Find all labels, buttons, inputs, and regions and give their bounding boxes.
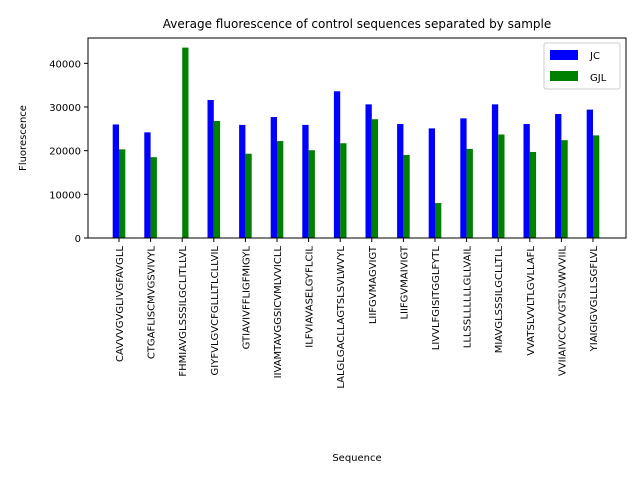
y-tick-label: 40000 (49, 59, 81, 70)
legend-box (543, 42, 621, 90)
bar-jc-3 (207, 100, 214, 239)
bar-gjl-11 (466, 148, 473, 238)
y-axis: 0 10000 20000 30000 40000 (49, 59, 88, 245)
bar-jc-6 (302, 124, 309, 238)
chart-title: Average fluorescence of control sequence… (163, 17, 552, 31)
bar-gjl-13 (529, 151, 537, 238)
x-tick-label: CAVVVGVGLIVGFAVGLL (115, 246, 126, 362)
bar-jc-11 (460, 118, 467, 238)
bar-jc-12 (491, 104, 499, 238)
bar-gjl-2 (182, 47, 189, 238)
y-tick-label: 30000 (49, 103, 81, 114)
legend: JC GJL (543, 42, 621, 90)
x-tick-label: IIVAMTAVGGSICVMLVVICLL (273, 246, 284, 379)
x-tick-label: LIVVLFGISITGGLFYTL (431, 246, 442, 351)
legend-swatch-jc (550, 50, 578, 60)
bar-jc-1 (144, 132, 151, 238)
x-tick-label: CTGAFLISCMVGSVIVYL (147, 246, 158, 360)
bars-group (112, 47, 600, 239)
bar-gjl-12 (498, 134, 505, 238)
bar-gjl-5 (277, 141, 284, 238)
x-tick-label: LLLSSLLLLLLGLLVAIL (463, 246, 474, 349)
bar-gjl-3 (213, 120, 221, 238)
x-tick-label: MIAVGLSSSILGCLLTLL (494, 246, 505, 354)
legend-swatch-gjl (550, 71, 578, 81)
bar-gjl-9 (403, 155, 410, 238)
bar-gjl-15 (593, 135, 600, 238)
x-tick-label: VVATSLVVLTLGVLLAFL (526, 246, 537, 356)
bar-gjl-8 (371, 119, 379, 238)
x-tick-label: LALGLGACLLAGTSLSVLWVYL (336, 246, 347, 389)
bar-jc-10 (428, 128, 435, 238)
plot-frame (87, 37, 627, 239)
bar-gjl-1 (150, 157, 157, 238)
x-tick-label: LIIFGVMAGVIGT (368, 245, 379, 324)
x-tick-label: GTIAVIVFFLIGFMIGYL (241, 246, 252, 350)
bar-jc-14 (555, 113, 562, 238)
y-axis-label: Fluorescence (18, 105, 29, 171)
bar-jc-5 (270, 117, 277, 238)
x-tick-label: FHMIAVGLSSSILGCLITLLVL (178, 246, 189, 377)
legend-label-gjl: GJL (590, 73, 607, 84)
bar-gjl-0 (119, 149, 126, 238)
x-tick-label: ILFVIAVASELGYFLCIL (305, 246, 316, 348)
x-tick-label: VVIIAIVCCVVGTSLVWVVIIL (557, 246, 568, 376)
bar-gjl-7 (340, 143, 347, 238)
bar-jc-13 (523, 124, 530, 238)
bar-jc-15 (586, 109, 593, 238)
bar-jc-0 (112, 124, 119, 238)
y-tick-label: 0 (75, 234, 81, 245)
x-tick-label: GIYFVLGVCFGLLLTLCLLVIL (210, 246, 221, 376)
bar-gjl-14 (561, 140, 568, 238)
bar-jc-4 (239, 124, 246, 238)
bar-gjl-6 (308, 150, 315, 238)
bar-gjl-10 (435, 203, 442, 238)
bar-gjl-4 (245, 153, 252, 238)
bar-jc-7 (333, 91, 341, 238)
x-tick-label: YIAIGIGVGLLLSGFLVL (589, 246, 600, 353)
x-tick-label: LIIFGVMAIVIGT (399, 245, 410, 319)
y-tick-label: 10000 (49, 190, 81, 201)
x-axis: CAVVVGVGLIVGFAVGLL CTGAFLISCMVGSVIVYL FHMI… (115, 238, 600, 389)
x-axis-label: Sequence (332, 453, 381, 464)
bar-jc-8 (365, 104, 372, 238)
bar-jc-9 (397, 124, 404, 238)
y-tick-label: 20000 (49, 147, 81, 158)
legend-label-jc: JC (589, 51, 600, 62)
